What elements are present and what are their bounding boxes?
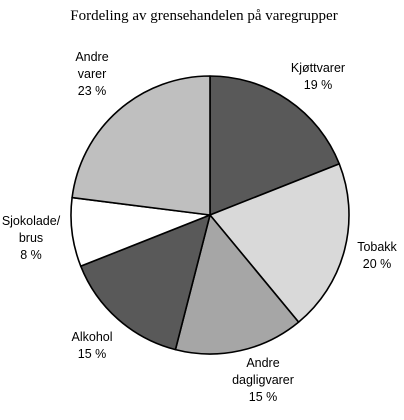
slice-label-3: Andre dagligvarer 15 %	[232, 356, 294, 404]
slice-value-label: 19 %	[304, 78, 333, 92]
slice-category-label: Sjokolade/	[2, 214, 61, 228]
slice-value-label: 23 %	[78, 84, 107, 98]
slice-label-6: Andre varer 23 %	[75, 50, 108, 98]
slice-category-label: Alkohol	[72, 330, 113, 344]
pie-slices	[70, 75, 350, 355]
slice-category-label: Andre	[246, 356, 279, 370]
slice-category-label: Tobakk	[357, 240, 397, 254]
slice-category-label: Andre	[75, 50, 108, 64]
slice-value-label: 15 %	[249, 390, 278, 404]
slice-category-label: varer	[78, 67, 106, 81]
pie-labels: Kjøttvarer 19 % Tobakk 20 % Andre dagligvarer…	[2, 50, 398, 404]
slice-label-4: Alkohol 15 %	[72, 330, 113, 361]
pie-slice-2	[209, 163, 350, 323]
slice-category-label: brus	[19, 231, 43, 245]
pie-slice-4	[79, 214, 211, 351]
slice-label-1: Kjøttvarer 19 %	[291, 61, 345, 92]
chart-title: Fordeling av grensehandelen på varegrupp…	[70, 8, 337, 24]
slice-category-label: dagligvarer	[232, 373, 294, 387]
slice-label-2: Tobakk 20 %	[357, 240, 397, 271]
pie-slice-1	[209, 75, 341, 216]
slice-value-label: 20 %	[363, 257, 392, 271]
slice-label-5: Sjokolade/brus 8 %	[2, 214, 61, 262]
pie-slice-3	[174, 214, 300, 355]
slice-value-label: 8 %	[20, 248, 42, 262]
slice-value-label: 15 %	[78, 347, 107, 361]
slice-category-label: Kjøttvarer	[291, 61, 345, 75]
pie-slice-6	[71, 75, 211, 216]
